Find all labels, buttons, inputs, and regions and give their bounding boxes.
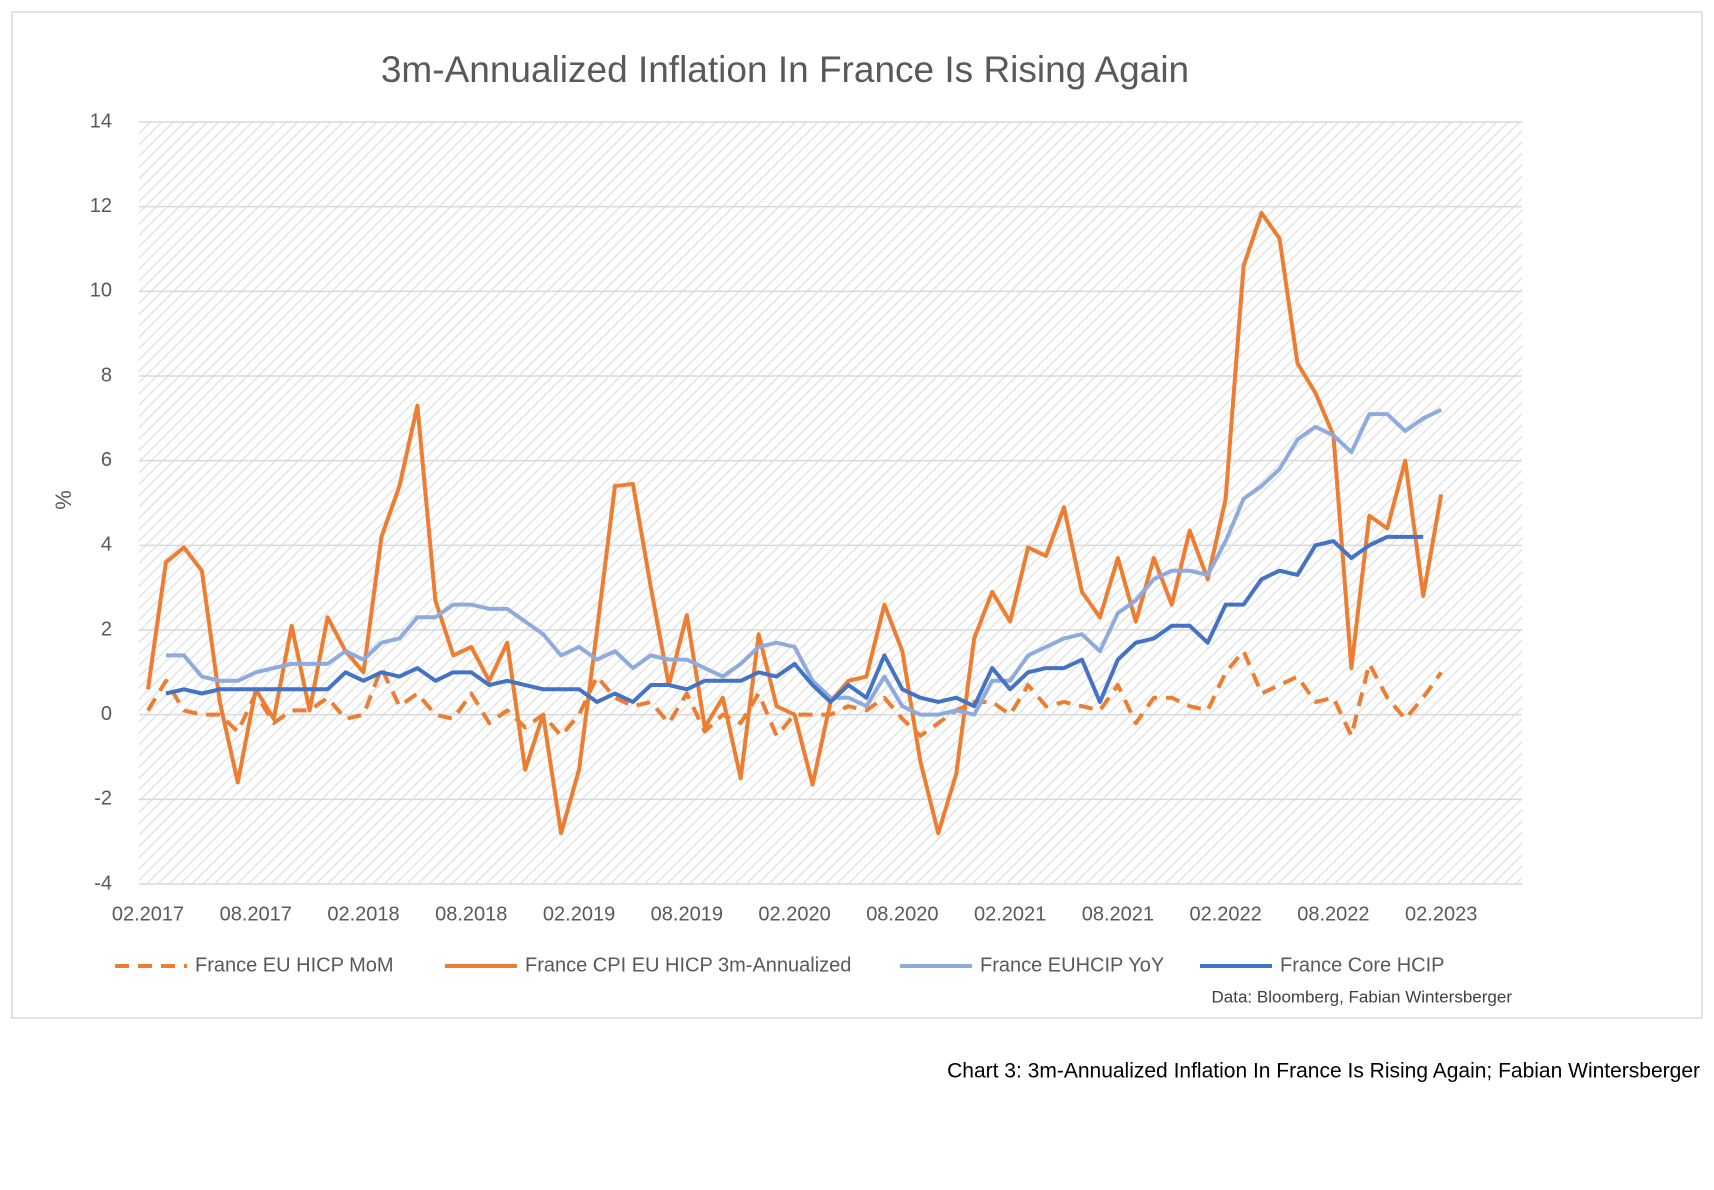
- legend-label: France Core HCIP: [1280, 954, 1445, 976]
- plot-area: [139, 122, 1522, 884]
- x-tick-label: 08.2018: [435, 903, 507, 925]
- x-tick-label: 02.2017: [112, 903, 184, 925]
- x-tick-label: 02.2019: [543, 903, 615, 925]
- x-tick-label: 02.2023: [1405, 903, 1477, 925]
- y-tick-label: 14: [90, 110, 112, 132]
- x-tick-label: 02.2022: [1189, 903, 1261, 925]
- series-line: [165, 534, 1424, 709]
- chart-title: 3m-Annualized Inflation In France Is Ris…: [381, 49, 1189, 90]
- x-tick-label: 02.2018: [327, 903, 399, 925]
- y-tick-label: 6: [101, 449, 112, 471]
- x-tick-label: 02.2021: [974, 903, 1046, 925]
- series-line: [165, 408, 1443, 717]
- legend-label: France EUHCIP YoY: [980, 954, 1164, 976]
- x-tick-label: 08.2019: [651, 903, 723, 925]
- y-tick-label: -4: [94, 872, 112, 894]
- x-tick-label: 08.2021: [1082, 903, 1154, 925]
- source-note: Data: Bloomberg, Fabian Wintersberger: [1212, 987, 1513, 1006]
- y-tick-label: 4: [101, 534, 112, 556]
- y-tick-label: 12: [90, 195, 112, 217]
- x-tick-label: 08.2020: [866, 903, 938, 925]
- y-axis-label: %: [51, 490, 76, 510]
- y-tick-label: 2: [101, 618, 112, 640]
- legend-label: France CPI EU HICP 3m-Annualized: [525, 954, 851, 976]
- caption: Chart 3: 3m-Annualized Inflation In Fran…: [947, 1060, 1700, 1083]
- x-tick-label: 08.2022: [1297, 903, 1369, 925]
- y-tick-label: -2: [94, 788, 112, 810]
- y-tick-label: 0: [101, 703, 112, 725]
- series-line: [145, 211, 1444, 836]
- legend-label: France EU HICP MoM: [195, 954, 394, 976]
- x-tick-label: 02.2020: [758, 903, 830, 925]
- x-tick-label: 08.2017: [220, 903, 292, 925]
- y-tick-label: 8: [101, 364, 112, 386]
- y-tick-label: 10: [90, 280, 112, 302]
